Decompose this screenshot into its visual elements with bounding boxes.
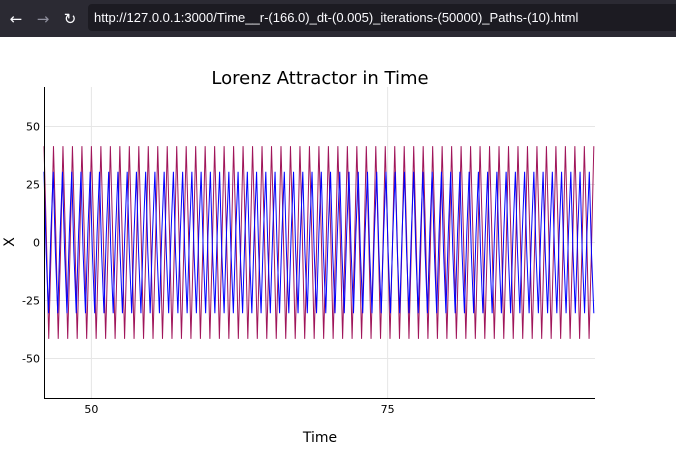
x-tick-label: 50 bbox=[84, 403, 98, 416]
reload-icon: ↻ bbox=[63, 9, 77, 28]
y-axis-label: X bbox=[2, 237, 18, 247]
y-tick-label: -50 bbox=[22, 353, 40, 366]
page-content: Lorenz Attractor in Time 50 75 50 25 0 -25 -50… bbox=[0, 37, 676, 461]
x-axis-label: Time bbox=[302, 430, 337, 446]
reload-button[interactable]: ↻ bbox=[59, 8, 81, 30]
browser-toolbar: ← → ↻ bbox=[0, 0, 676, 37]
series-line bbox=[43, 171, 595, 314]
back-button[interactable]: ← bbox=[5, 8, 27, 30]
y-tick-label: 0 bbox=[33, 237, 40, 250]
x-tick-label: 75 bbox=[381, 403, 395, 416]
arrow-left-icon: ← bbox=[9, 9, 23, 28]
y-tick-label: 50 bbox=[26, 120, 40, 133]
y-tick-label: -25 bbox=[22, 295, 40, 308]
address-bar[interactable] bbox=[88, 4, 676, 31]
ticks: 50 75 50 25 0 -25 -50 bbox=[22, 120, 395, 416]
axes bbox=[44, 87, 595, 399]
lorenz-chart: Lorenz Attractor in Time 50 75 50 25 0 -25 -50… bbox=[2, 68, 595, 446]
forward-button[interactable]: → bbox=[32, 8, 54, 30]
chart-title: Lorenz Attractor in Time bbox=[211, 68, 428, 89]
arrow-right-icon: → bbox=[36, 9, 50, 28]
plot-lines bbox=[43, 146, 595, 339]
url-input[interactable] bbox=[94, 10, 674, 25]
y-tick-label: 25 bbox=[26, 178, 40, 191]
